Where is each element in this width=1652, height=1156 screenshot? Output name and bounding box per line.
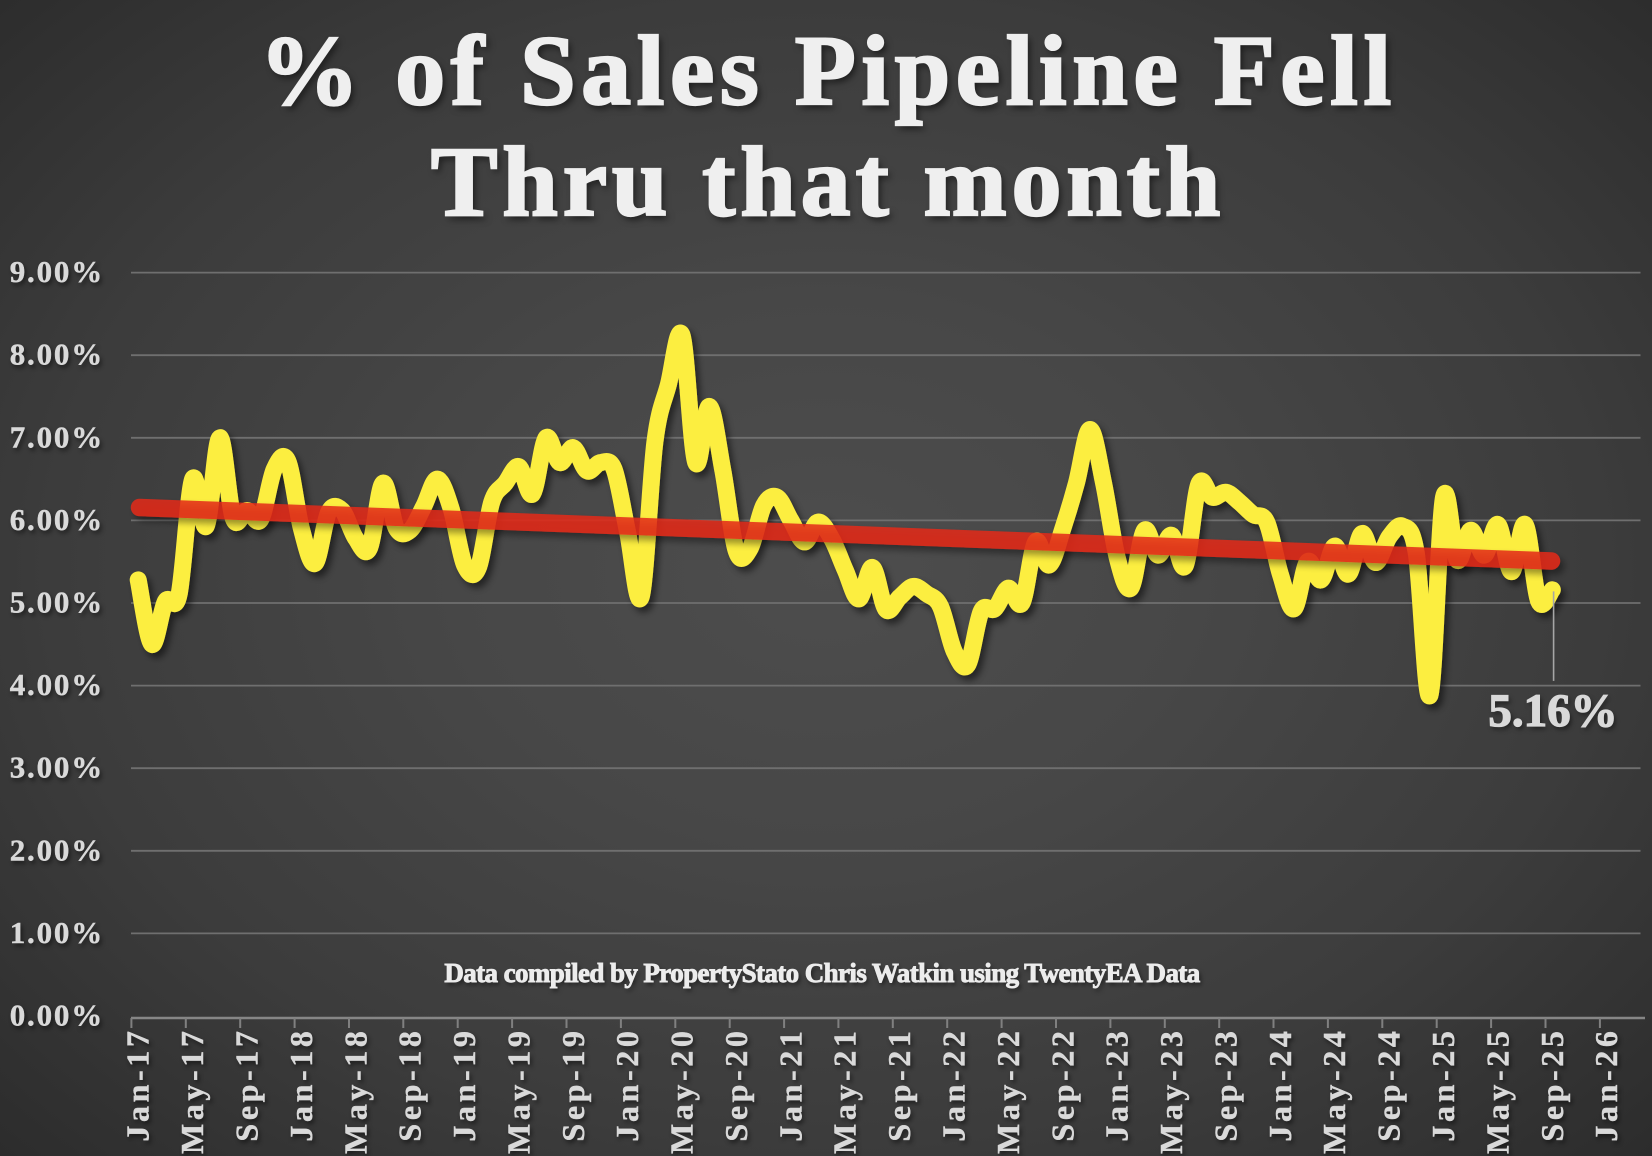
svg-text:9.00%: 9.00%	[10, 254, 104, 289]
svg-text:3.00%: 3.00%	[10, 750, 104, 785]
svg-text:May-18: May-18	[337, 1028, 373, 1154]
svg-text:May-20: May-20	[664, 1028, 700, 1154]
svg-text:Sep-20: Sep-20	[718, 1028, 754, 1142]
svg-text:Sep-22: Sep-22	[1044, 1028, 1080, 1142]
svg-text:5.00%: 5.00%	[10, 585, 104, 620]
svg-text:8.00%: 8.00%	[10, 337, 104, 372]
svg-text:May-17: May-17	[174, 1028, 210, 1154]
svg-text:Jan-23: Jan-23	[1099, 1028, 1135, 1142]
svg-text:Sep-23: Sep-23	[1208, 1028, 1244, 1142]
svg-text:Sep-19: Sep-19	[555, 1028, 591, 1142]
svg-text:0.00%: 0.00%	[10, 998, 104, 1033]
svg-text:Sep-18: Sep-18	[392, 1028, 428, 1142]
svg-text:Jan-18: Jan-18	[283, 1028, 319, 1142]
svg-text:May-25: May-25	[1479, 1028, 1515, 1154]
svg-text:4.00%: 4.00%	[10, 667, 104, 702]
svg-text:Jan-24: Jan-24	[1262, 1028, 1298, 1142]
svg-text:6.00%: 6.00%	[10, 502, 104, 537]
svg-text:May-22: May-22	[990, 1028, 1026, 1154]
svg-text:Jan-25: Jan-25	[1425, 1028, 1461, 1142]
svg-text:1.00%: 1.00%	[10, 915, 104, 950]
svg-text:Jan-19: Jan-19	[446, 1028, 482, 1142]
svg-text:7.00%: 7.00%	[10, 419, 104, 454]
svg-text:May-24: May-24	[1316, 1028, 1352, 1154]
svg-text:2.00%: 2.00%	[10, 832, 104, 867]
svg-text:Jan-21: Jan-21	[772, 1028, 808, 1142]
svg-text:May-19: May-19	[500, 1028, 536, 1154]
svg-text:Jan-22: Jan-22	[936, 1028, 972, 1142]
svg-text:Jan-20: Jan-20	[609, 1028, 645, 1142]
svg-text:Jan-17: Jan-17	[120, 1028, 156, 1142]
svg-text:May-23: May-23	[1153, 1028, 1189, 1154]
svg-text:Sep-24: Sep-24	[1371, 1028, 1407, 1142]
svg-text:May-21: May-21	[827, 1028, 863, 1154]
svg-text:Sep-21: Sep-21	[881, 1028, 917, 1142]
svg-text:Sep-17: Sep-17	[229, 1028, 265, 1142]
svg-text:Sep-25: Sep-25	[1534, 1028, 1570, 1142]
svg-text:Jan-26: Jan-26	[1588, 1028, 1624, 1142]
